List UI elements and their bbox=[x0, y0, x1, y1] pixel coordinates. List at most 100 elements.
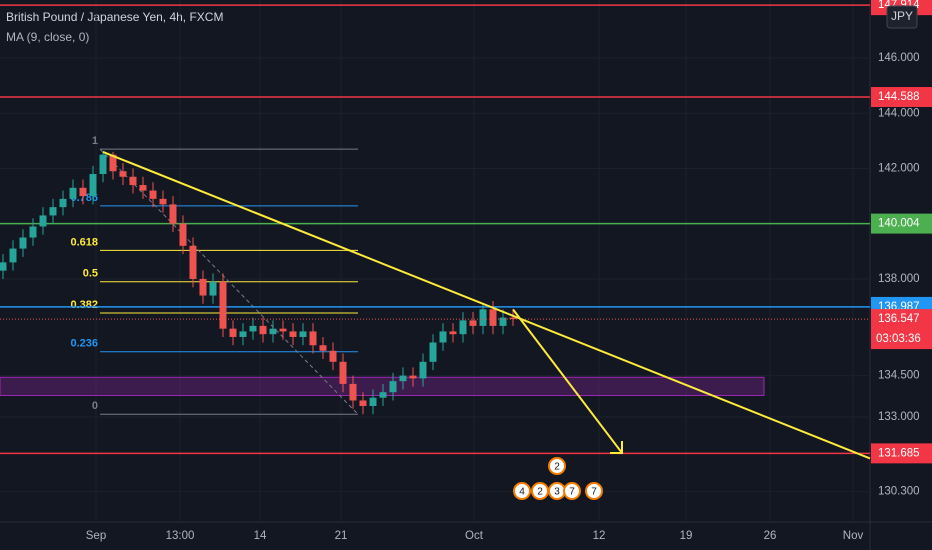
candle-body bbox=[329, 350, 337, 362]
x-tick-label: 19 bbox=[680, 530, 693, 542]
candle-body bbox=[0, 262, 7, 271]
candle-body bbox=[69, 187, 77, 199]
candle-body bbox=[199, 278, 207, 296]
level-label: 140.004 bbox=[878, 218, 920, 230]
x-tick-label: Nov bbox=[843, 530, 864, 542]
x-tick-label: Oct bbox=[465, 530, 484, 542]
x-tick-label: 26 bbox=[764, 530, 777, 542]
currency-label[interactable]: JPY bbox=[891, 9, 913, 23]
candle-body bbox=[449, 331, 457, 335]
x-tick-label: 14 bbox=[254, 530, 267, 542]
candle-body bbox=[179, 223, 187, 246]
fib-label: 1 bbox=[92, 135, 98, 147]
fib-label: 0.236 bbox=[70, 338, 98, 350]
candle-body bbox=[389, 381, 397, 393]
arrow-shaft bbox=[512, 308, 623, 454]
candle-body bbox=[249, 325, 257, 332]
chart-title: British Pound / Japanese Yen, 4h, FXCM bbox=[6, 10, 223, 24]
candle-body bbox=[359, 400, 367, 406]
candle-body bbox=[279, 328, 287, 332]
last-price-label: 136.547 bbox=[878, 313, 920, 325]
candle-body bbox=[339, 361, 347, 384]
x-tick-label: Sep bbox=[86, 530, 106, 542]
candle-body bbox=[299, 331, 307, 337]
candle-body bbox=[109, 154, 117, 172]
fib-diagonal bbox=[99, 148, 359, 415]
candle-body bbox=[99, 154, 107, 174]
candle-body bbox=[39, 215, 47, 227]
fib-label: 0 bbox=[92, 400, 98, 412]
candle-body bbox=[229, 328, 237, 337]
x-tick-label: 12 bbox=[593, 530, 606, 542]
candle-body bbox=[119, 171, 127, 177]
candle-body bbox=[289, 331, 297, 337]
candle-body bbox=[79, 187, 87, 197]
arrow-head bbox=[610, 440, 623, 454]
candle-body bbox=[269, 328, 277, 335]
event-label: 3 bbox=[554, 487, 560, 498]
fib-label: 0.5 bbox=[83, 268, 98, 280]
level-tag bbox=[871, 443, 932, 464]
candle-body bbox=[149, 190, 157, 199]
event-label: 2 bbox=[554, 462, 560, 473]
event-label: 7 bbox=[591, 487, 597, 498]
countdown: 03:03:36 bbox=[876, 333, 921, 345]
candle-body bbox=[219, 281, 227, 329]
event-label: 7 bbox=[569, 487, 575, 498]
candle-body bbox=[9, 248, 17, 263]
y-tick-label: 146.000 bbox=[878, 52, 920, 64]
candle-body bbox=[129, 176, 137, 186]
candle-body bbox=[209, 281, 217, 296]
y-tick-label: 133.000 bbox=[878, 411, 920, 423]
event-icon bbox=[513, 482, 531, 500]
candle-body bbox=[459, 320, 467, 335]
candle-body bbox=[479, 309, 487, 326]
level-label: 131.685 bbox=[878, 447, 920, 459]
level-tag bbox=[871, 86, 932, 107]
x-tick-label: 13:00 bbox=[166, 530, 195, 542]
event-label: 2 bbox=[537, 487, 543, 498]
last-price-tag bbox=[871, 309, 932, 350]
trendline bbox=[102, 150, 871, 460]
candle-body bbox=[469, 320, 477, 326]
level-tag bbox=[871, 213, 932, 234]
fib-label: 0.618 bbox=[70, 236, 98, 248]
candle-body bbox=[49, 207, 57, 216]
candle-body bbox=[489, 309, 497, 326]
x-tick-label: 21 bbox=[335, 530, 348, 542]
currency-button[interactable] bbox=[886, 5, 918, 29]
candle-body bbox=[419, 361, 427, 379]
candle-body bbox=[189, 245, 197, 279]
candle-body bbox=[499, 317, 507, 326]
candle-body bbox=[429, 342, 437, 362]
candle-body bbox=[29, 226, 37, 238]
event-icon bbox=[585, 482, 603, 500]
candle-body bbox=[139, 185, 147, 191]
event-icon bbox=[563, 482, 581, 500]
y-tick-label: 142.000 bbox=[878, 163, 920, 175]
candle-body bbox=[369, 397, 377, 406]
y-tick-label: 130.300 bbox=[878, 486, 920, 498]
candle-body bbox=[439, 331, 447, 343]
event-icon bbox=[548, 457, 566, 475]
fib-label: 0.382 bbox=[70, 299, 98, 311]
candle-body bbox=[159, 198, 167, 205]
event-label: 4 bbox=[519, 487, 525, 498]
candle-body bbox=[409, 375, 417, 379]
y-tick-label: 144.000 bbox=[878, 107, 920, 119]
level-label: 144.588 bbox=[878, 91, 920, 103]
candle-body bbox=[259, 325, 267, 335]
candle-body bbox=[169, 204, 177, 224]
candle-body bbox=[399, 375, 407, 382]
candle-body bbox=[59, 198, 67, 208]
candle-body bbox=[379, 392, 387, 398]
y-tick-label: 134.500 bbox=[878, 370, 920, 382]
candle-body bbox=[19, 237, 27, 249]
candle-body bbox=[509, 317, 517, 319]
candle-body bbox=[239, 331, 247, 337]
indicator-label: MA (9, close, 0) bbox=[6, 30, 89, 44]
y-tick-label: 138.000 bbox=[878, 273, 920, 285]
candle-body bbox=[319, 345, 327, 351]
